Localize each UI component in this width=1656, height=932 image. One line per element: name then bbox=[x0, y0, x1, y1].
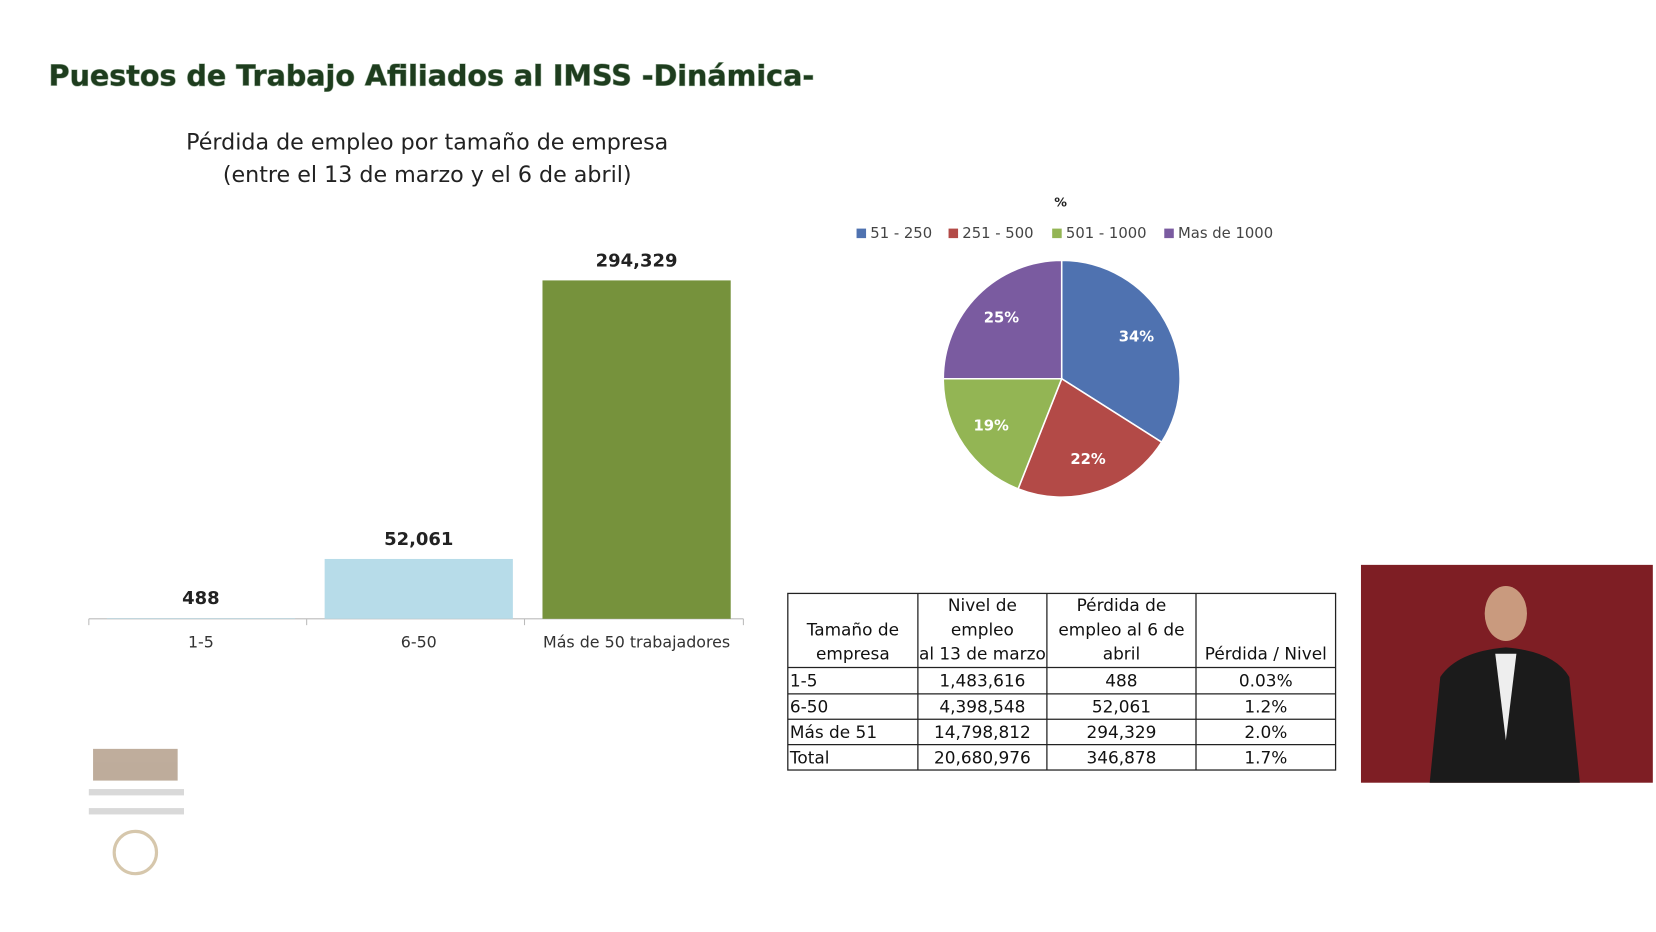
x-tick-label: 6-50 bbox=[401, 633, 437, 652]
x-tick-label: Más de 50 trabajadores bbox=[543, 633, 730, 652]
legend-label: 51 - 250 bbox=[870, 225, 932, 242]
value-label: 52,061 bbox=[384, 529, 453, 550]
table-cell: 1-5 bbox=[790, 671, 818, 691]
bar-title: Pérdida de empleo por tamaño de empresa bbox=[186, 129, 668, 155]
table-cell: 488 bbox=[1105, 671, 1137, 691]
bar-subtitle: (entre el 13 de marzo y el 6 de abril) bbox=[223, 162, 632, 188]
table-header: empresa bbox=[816, 644, 890, 664]
pie-slice bbox=[942, 259, 1063, 380]
slice-label: 34% bbox=[1119, 329, 1155, 346]
legend-swatch bbox=[856, 228, 867, 239]
table-header: Pérdida de bbox=[1077, 595, 1167, 615]
table-cell: 1.2% bbox=[1244, 697, 1287, 717]
table-border bbox=[787, 592, 1337, 771]
bar bbox=[542, 280, 731, 619]
legend-label: 251 - 500 bbox=[962, 225, 1033, 242]
table-cell: 1,483,616 bbox=[939, 671, 1025, 691]
table-cell: 20,680,976 bbox=[934, 747, 1031, 767]
table-header: Tamaño de bbox=[806, 619, 899, 639]
table-header: Nivel de bbox=[948, 595, 1017, 615]
slide-title: Puestos de Trabajo Afiliados al IMSS -Di… bbox=[49, 58, 815, 92]
table-cell: 346,878 bbox=[1086, 747, 1156, 767]
table-cell: 294,329 bbox=[1086, 722, 1156, 742]
table-cell: Total bbox=[789, 747, 829, 767]
table-header: Pérdida / Nivel bbox=[1205, 644, 1327, 664]
logo bbox=[88, 748, 184, 876]
table-header: abril bbox=[1103, 644, 1140, 664]
table-cell: Más de 51 bbox=[790, 722, 877, 742]
legend-swatch bbox=[948, 228, 959, 239]
table-cell: 1.7% bbox=[1244, 747, 1287, 767]
pie-slice bbox=[942, 377, 1063, 490]
bar bbox=[106, 618, 296, 619]
legend-swatch bbox=[1164, 228, 1174, 239]
table-cell: 14,798,812 bbox=[934, 722, 1031, 742]
pie-title: % bbox=[1054, 195, 1067, 210]
pie-slice bbox=[1017, 377, 1163, 498]
table-cell: 0.03% bbox=[1239, 671, 1293, 691]
value-label: 488 bbox=[182, 588, 220, 609]
slice-label: 25% bbox=[984, 309, 1020, 326]
slice-label: 22% bbox=[1070, 451, 1106, 468]
x-tick-label: 1-5 bbox=[188, 633, 214, 652]
table-cell: 52,061 bbox=[1092, 697, 1151, 717]
legend-label: 501 - 1000 bbox=[1066, 225, 1147, 242]
table-cell: 2.0% bbox=[1244, 722, 1287, 742]
table-header: empleo al 6 de bbox=[1058, 619, 1184, 639]
bar bbox=[324, 558, 513, 619]
table-header: empleo bbox=[951, 619, 1014, 639]
interpreter-video bbox=[1360, 564, 1653, 783]
legend-label: Mas de 1000 bbox=[1178, 225, 1273, 242]
table-cell: 4,398,548 bbox=[939, 697, 1025, 717]
slice-label: 19% bbox=[973, 418, 1009, 435]
value-label: 294,329 bbox=[596, 250, 678, 271]
table-header: al 13 de marzo bbox=[919, 644, 1046, 664]
table-cell: 6-50 bbox=[790, 697, 828, 717]
legend-swatch bbox=[1052, 228, 1062, 239]
